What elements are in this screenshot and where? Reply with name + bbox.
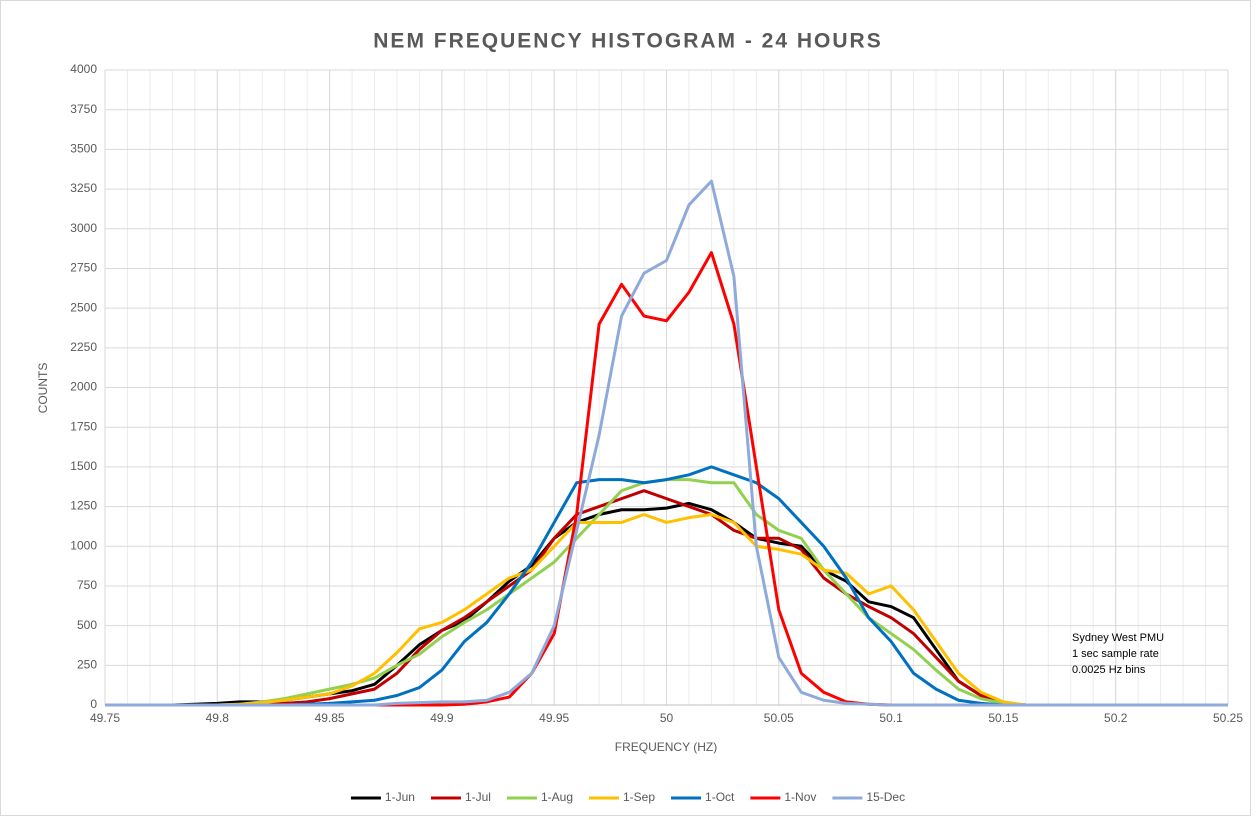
- y-tick-label: 750: [77, 578, 97, 592]
- x-tick-label: 49.9: [430, 711, 454, 725]
- legend-label: 15-Dec: [866, 790, 905, 804]
- y-tick-label: 250: [77, 657, 97, 671]
- legend-label: 1-Sep: [623, 790, 655, 804]
- grid: [104, 69, 1229, 706]
- legend-label: 1-Jun: [385, 790, 415, 804]
- x-tick-label: 50: [660, 711, 674, 725]
- chart-title: NEM FREQUENCY HISTOGRAM - 24 HOURS: [373, 30, 882, 53]
- legend-label: 1-Oct: [705, 790, 735, 804]
- annotation: 1 sec sample rate: [1072, 648, 1159, 660]
- x-tick-label: 50.15: [988, 711, 1018, 725]
- legend-item: 1-Jun: [350, 790, 415, 804]
- x-tick-label: 50.25: [1213, 711, 1243, 725]
- x-tick-label: 50.2: [1104, 711, 1128, 725]
- annotation: Sydney West PMU: [1072, 632, 1164, 644]
- y-tick-label: 2250: [70, 340, 97, 354]
- x-tick-label: 49.85: [315, 711, 345, 725]
- annotation: 0.0025 Hz bins: [1072, 664, 1146, 676]
- y-tick-label: 1250: [70, 499, 97, 513]
- y-tick-label: 1000: [70, 538, 97, 552]
- legend-item: 1-Nov: [750, 790, 816, 804]
- y-tick-label: 500: [77, 618, 97, 632]
- x-tick-label: 49.95: [539, 711, 569, 725]
- y-tick-label: 3250: [70, 181, 97, 195]
- x-tick-label: 49.75: [90, 711, 120, 725]
- y-axis-label: COUNTS: [36, 363, 50, 414]
- y-tick-label: 4000: [70, 62, 97, 76]
- y-tick-label: 3000: [70, 221, 97, 235]
- series-line: [105, 179, 1228, 707]
- labels: 0 250 500 750 1000 1250 1500 1750 2000 2250 2500 27…: [70, 62, 1243, 725]
- y-tick-label: 0: [90, 697, 97, 711]
- legend-item: 1-Jul: [430, 790, 491, 804]
- y-tick-label: 2500: [70, 300, 97, 314]
- x-tick-label: 49.8: [206, 711, 230, 725]
- x-tick-label: 50.05: [764, 711, 794, 725]
- x-tick-label: 50.1: [879, 711, 903, 725]
- legend-item: 1-Sep: [589, 790, 655, 804]
- legend-label: 1-Aug: [541, 790, 573, 804]
- legend-item: 1-Aug: [506, 790, 573, 804]
- y-tick-label: 1750: [70, 419, 97, 433]
- y-tick-label: 1500: [70, 459, 97, 473]
- x-axis-label: FREQUENCY (HZ): [615, 740, 717, 754]
- legend-item: 1-Oct: [671, 790, 735, 804]
- y-tick-label: 2000: [70, 380, 97, 394]
- y-tick-label: 3750: [70, 102, 97, 116]
- legend-label: 1-Jul: [465, 790, 491, 804]
- y-tick-label: 2750: [70, 261, 97, 275]
- lines: [105, 179, 1228, 707]
- legend-item: 15-Dec: [832, 790, 905, 804]
- y-tick-label: 3500: [70, 142, 97, 156]
- legend-label: 1-Nov: [784, 790, 816, 804]
